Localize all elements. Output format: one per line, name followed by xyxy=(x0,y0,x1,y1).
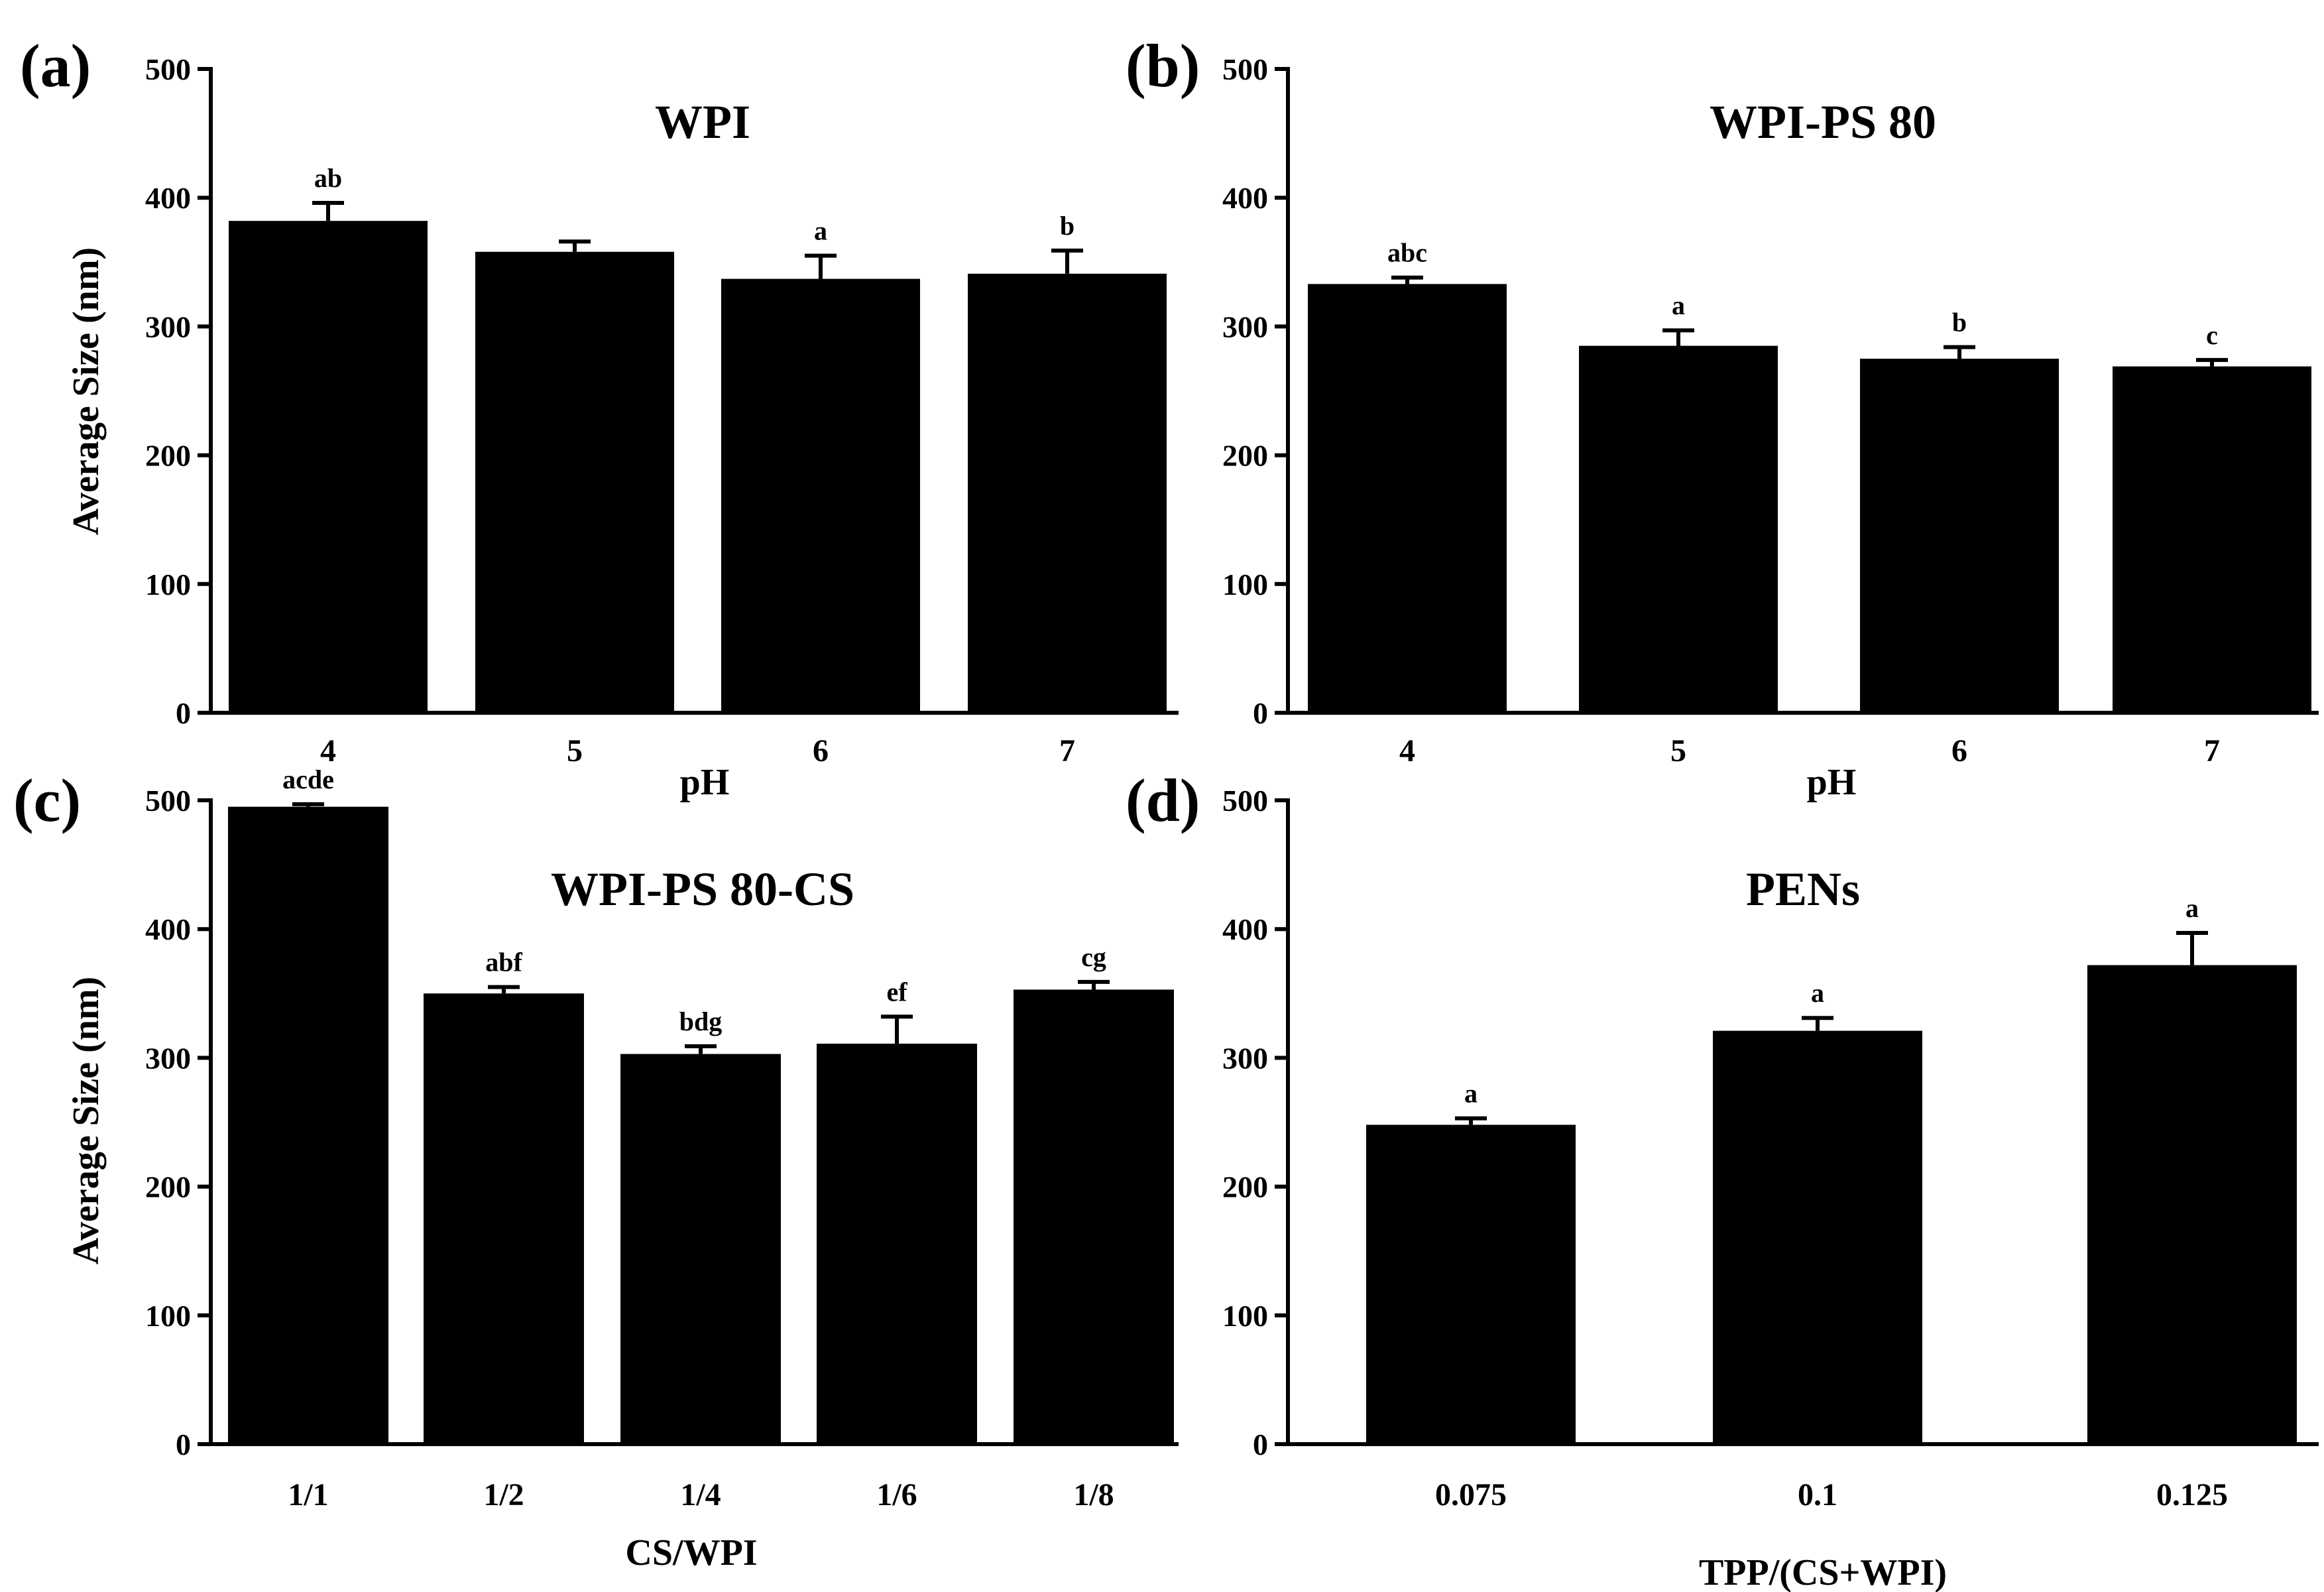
y-tick-label: 300 xyxy=(1222,310,1268,343)
y-tick-label: 100 xyxy=(1222,1299,1268,1333)
significance-letter: a xyxy=(1811,978,1824,1008)
y-tick-label: 200 xyxy=(145,1170,191,1204)
y-tick-label: 100 xyxy=(1222,568,1268,601)
x-tick-label: 5 xyxy=(1670,733,1686,768)
x-axis-label: CS/WPI xyxy=(625,1532,757,1573)
y-tick-label: 500 xyxy=(1222,52,1268,86)
y-tick-label: 400 xyxy=(1222,181,1268,215)
significance-letter: ab xyxy=(314,163,342,193)
y-tick-label: 400 xyxy=(145,181,191,215)
x-tick-label: 0.1 xyxy=(1798,1477,1837,1512)
bar-1/4 xyxy=(620,1054,781,1444)
y-tick-label: 0 xyxy=(176,696,191,730)
significance-letter: a xyxy=(1672,290,1685,320)
x-axis-label: pH xyxy=(1807,762,1857,803)
y-tick-label: 300 xyxy=(1222,1041,1268,1075)
bar-6 xyxy=(721,278,920,713)
significance-letter: cg xyxy=(1081,942,1106,972)
bar-0.125 xyxy=(2087,965,2297,1444)
significance-letter: abc xyxy=(1387,238,1427,268)
panel-b: (b) WPI-PS 80 abc 4 a 5 b 6 c 7 0 100 200 300 400 500 pH xyxy=(1126,32,2319,803)
significance-letter: b xyxy=(1060,211,1075,241)
y-tick-label: 200 xyxy=(1222,439,1268,473)
x-tick-label: 0.075 xyxy=(1435,1477,1507,1512)
bar-0.1 xyxy=(1713,1030,1922,1444)
panel-label: (d) xyxy=(1126,766,1200,834)
panel-d: (d) PENs a 0.075 a 0.1 a 0.125 0 100 200 300 400 500 T… xyxy=(1126,766,2319,1592)
chart-title: WPI xyxy=(655,95,750,149)
x-tick-label: 0.125 xyxy=(2156,1477,2228,1512)
x-axis-label: pH xyxy=(680,762,730,803)
x-tick-label: 4 xyxy=(320,733,336,768)
x-axis-label: TPP/(CS+WPI) xyxy=(1699,1552,1947,1592)
y-tick-label: 0 xyxy=(1253,1428,1268,1461)
x-tick-label: 6 xyxy=(813,733,829,768)
significance-letter: a xyxy=(814,216,827,246)
bar-0.075 xyxy=(1366,1125,1576,1444)
panel-label: (b) xyxy=(1126,32,1200,99)
significance-letter: acde xyxy=(282,765,334,794)
x-tick-label: 1/4 xyxy=(680,1477,721,1512)
y-tick-label: 0 xyxy=(176,1428,191,1461)
bar-5 xyxy=(475,251,674,713)
significance-letter: ef xyxy=(886,977,907,1007)
bar-4 xyxy=(229,221,428,713)
significance-letter: a xyxy=(2185,893,2199,923)
y-tick-label: 500 xyxy=(145,52,191,86)
x-tick-label: 4 xyxy=(1399,733,1415,768)
y-tick-label: 300 xyxy=(145,310,191,343)
bar-1/2 xyxy=(424,993,584,1444)
significance-letter: a xyxy=(1464,1079,1478,1109)
x-tick-label: 7 xyxy=(1059,733,1075,768)
panel-a: (a) WPI ab 4 5 a 6 b 7 0 100 200 300 400 500 Average Si… xyxy=(20,32,1179,803)
y-tick-label: 300 xyxy=(145,1041,191,1075)
bar-7 xyxy=(2113,366,2311,713)
bar-1/8 xyxy=(1014,989,1174,1444)
significance-letter: abf xyxy=(485,948,522,977)
y-tick-label: 500 xyxy=(1222,784,1268,818)
x-tick-label: 1/6 xyxy=(876,1477,917,1512)
chart-title: WPI-PS 80-CS xyxy=(551,863,854,916)
bar-4 xyxy=(1308,284,1507,713)
y-tick-label: 400 xyxy=(1222,912,1268,946)
bar-7 xyxy=(968,273,1167,713)
significance-letter: b xyxy=(1952,307,1967,337)
y-axis-label: Average Size (nm) xyxy=(66,977,107,1264)
x-tick-label: 1/1 xyxy=(288,1477,328,1512)
panel-label: (c) xyxy=(13,766,81,834)
panel-label: (a) xyxy=(20,32,91,99)
y-tick-label: 100 xyxy=(145,568,191,601)
y-tick-label: 500 xyxy=(145,784,191,818)
significance-letter: c xyxy=(2206,320,2218,350)
y-tick-label: 200 xyxy=(1222,1170,1268,1204)
bar-5 xyxy=(1579,345,1778,713)
x-tick-label: 5 xyxy=(567,733,583,768)
x-tick-label: 1/8 xyxy=(1073,1477,1114,1512)
bar-1/1 xyxy=(228,806,388,1444)
x-tick-label: 7 xyxy=(2204,733,2220,768)
significance-letter: bdg xyxy=(679,1007,723,1036)
chart-title: WPI-PS 80 xyxy=(1710,95,1936,149)
y-tick-label: 200 xyxy=(145,439,191,473)
x-tick-label: 1/2 xyxy=(483,1477,524,1512)
chart-title: PENs xyxy=(1746,863,1860,916)
bar-6 xyxy=(1860,358,2059,713)
y-tick-label: 100 xyxy=(145,1299,191,1333)
x-tick-label: 6 xyxy=(1951,733,1967,768)
y-axis-label: Average Size (nm) xyxy=(66,247,107,535)
panel-c: (c) WPI-PS 80-CS acde 1/1 abf 1/2 bdg 1/4 ef 1/6 c… xyxy=(13,765,1179,1573)
bar-1/6 xyxy=(817,1044,977,1444)
y-tick-label: 400 xyxy=(145,912,191,946)
y-tick-label: 0 xyxy=(1253,696,1268,730)
